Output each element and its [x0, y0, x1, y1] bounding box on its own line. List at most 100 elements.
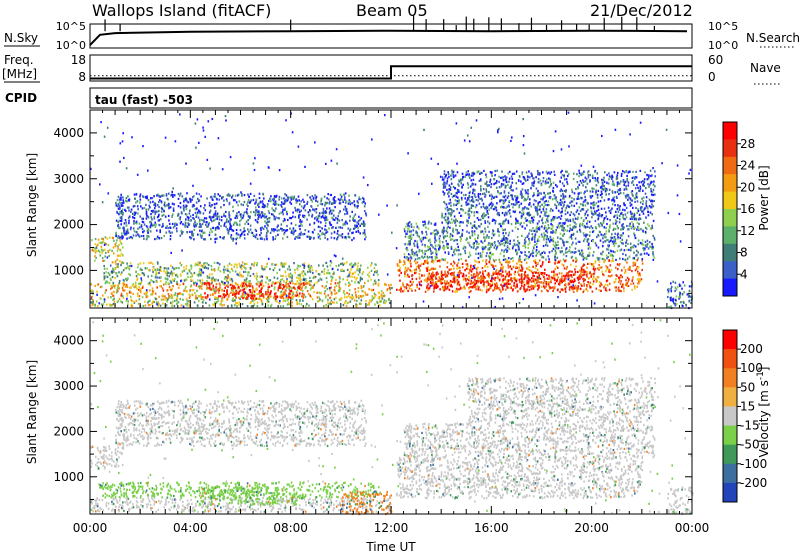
heatmap-cell [499, 260, 501, 263]
heatmap-cell [471, 226, 474, 229]
heatmap-cell [510, 278, 512, 281]
heatmap-cell [208, 231, 211, 234]
heatmap-cell [521, 269, 524, 272]
heatmap-cell [319, 237, 322, 240]
heatmap-cell [504, 275, 507, 278]
heatmap-cell [477, 285, 479, 288]
heatmap-cell [337, 229, 339, 233]
heatmap-cell [244, 270, 247, 273]
heatmap-cell [330, 261, 333, 264]
heatmap-cell [317, 279, 320, 282]
heatmap-cell [256, 293, 258, 296]
heatmap-cell [625, 239, 628, 242]
heatmap-cell [278, 198, 280, 201]
heatmap-cell [147, 215, 149, 218]
heatmap-cell [497, 287, 500, 290]
heatmap-cell [294, 268, 296, 272]
heatmap-cell [111, 275, 114, 279]
heatmap-cell [456, 279, 458, 282]
heatmap-cell [169, 206, 172, 209]
heatmap-cell [287, 301, 290, 304]
heatmap-cell [243, 211, 246, 214]
heatmap-cell [479, 288, 481, 291]
heatmap-cell [290, 298, 292, 301]
heatmap-cell [276, 226, 279, 229]
heatmap-cell [570, 235, 572, 238]
heatmap-cell [377, 296, 380, 300]
heatmap-cell [273, 230, 275, 233]
heatmap-cell [138, 288, 140, 291]
heatmap-cell [283, 265, 285, 268]
heatmap-cell [303, 266, 305, 269]
heatmap-cell [496, 287, 498, 290]
heatmap-cell [338, 285, 340, 288]
heatmap-cell [477, 276, 479, 280]
heatmap-cell [458, 276, 460, 279]
heatmap-cell [487, 248, 489, 251]
heatmap-cell [332, 209, 335, 212]
heatmap-cell [292, 215, 294, 218]
heatmap-cell [456, 220, 458, 223]
heatmap-cell [324, 224, 327, 227]
heatmap-cell [146, 214, 148, 217]
heatmap-cell [182, 282, 185, 286]
heatmap-cell [415, 277, 418, 281]
heatmap-cell [333, 301, 336, 304]
heatmap-cell [432, 278, 435, 281]
heatmap-cell [375, 269, 377, 273]
heatmap-cell [244, 262, 246, 266]
heatmap-cell [239, 229, 242, 232]
heatmap-cell [586, 275, 588, 278]
heatmap-cell [503, 222, 505, 225]
heatmap-cell [240, 218, 242, 221]
heatmap-cell [563, 222, 566, 225]
heatmap-cell [605, 270, 607, 273]
heatmap-cell [441, 229, 444, 232]
heatmap-cell [318, 234, 321, 237]
heatmap-cell [336, 217, 339, 221]
heatmap-cell [206, 275, 209, 278]
heatmap-cell [439, 246, 441, 249]
heatmap-cell [586, 289, 589, 292]
heatmap-cell [575, 226, 577, 229]
heatmap-cell [129, 228, 132, 231]
heatmap-cell [235, 292, 238, 295]
heatmap-cell [265, 293, 267, 296]
heatmap-cell [117, 286, 119, 289]
heatmap-cell [239, 289, 242, 292]
heatmap-cell [133, 230, 136, 233]
heatmap-cell [118, 281, 121, 284]
heatmap-cell [621, 242, 623, 245]
heatmap-cell [280, 204, 282, 207]
heatmap-cell [572, 220, 575, 223]
heatmap-cell [205, 217, 208, 220]
heatmap-cell [348, 292, 351, 296]
heatmap-cell [130, 303, 133, 306]
heatmap-cell [236, 223, 238, 226]
heatmap-cell [604, 259, 607, 262]
heatmap-cell [642, 247, 644, 250]
heatmap-cell [446, 227, 448, 230]
heatmap-cell [303, 200, 305, 203]
heatmap-cell [613, 227, 615, 230]
heatmap-cell [256, 305, 259, 308]
heatmap-cell [354, 194, 357, 197]
heatmap-cell [630, 246, 633, 249]
heatmap-cell [115, 242, 117, 245]
heatmap-cell [539, 271, 541, 274]
heatmap-cell [569, 224, 571, 227]
heatmap-cell [359, 295, 362, 298]
heatmap-cell [592, 280, 595, 283]
heatmap-cell [536, 284, 539, 287]
heatmap-cell [204, 262, 206, 265]
heatmap-cell [256, 209, 258, 212]
heatmap-cell [633, 256, 635, 260]
heatmap-cell [189, 198, 192, 201]
freq-tick-top: 18 [71, 53, 86, 67]
heatmap-cell [411, 248, 413, 251]
noise-spikes [104, 15, 655, 32]
heatmap-cell [117, 235, 120, 238]
heatmap-cell [140, 235, 143, 238]
heatmap-cell [349, 215, 351, 218]
heatmap-cell [173, 279, 175, 282]
